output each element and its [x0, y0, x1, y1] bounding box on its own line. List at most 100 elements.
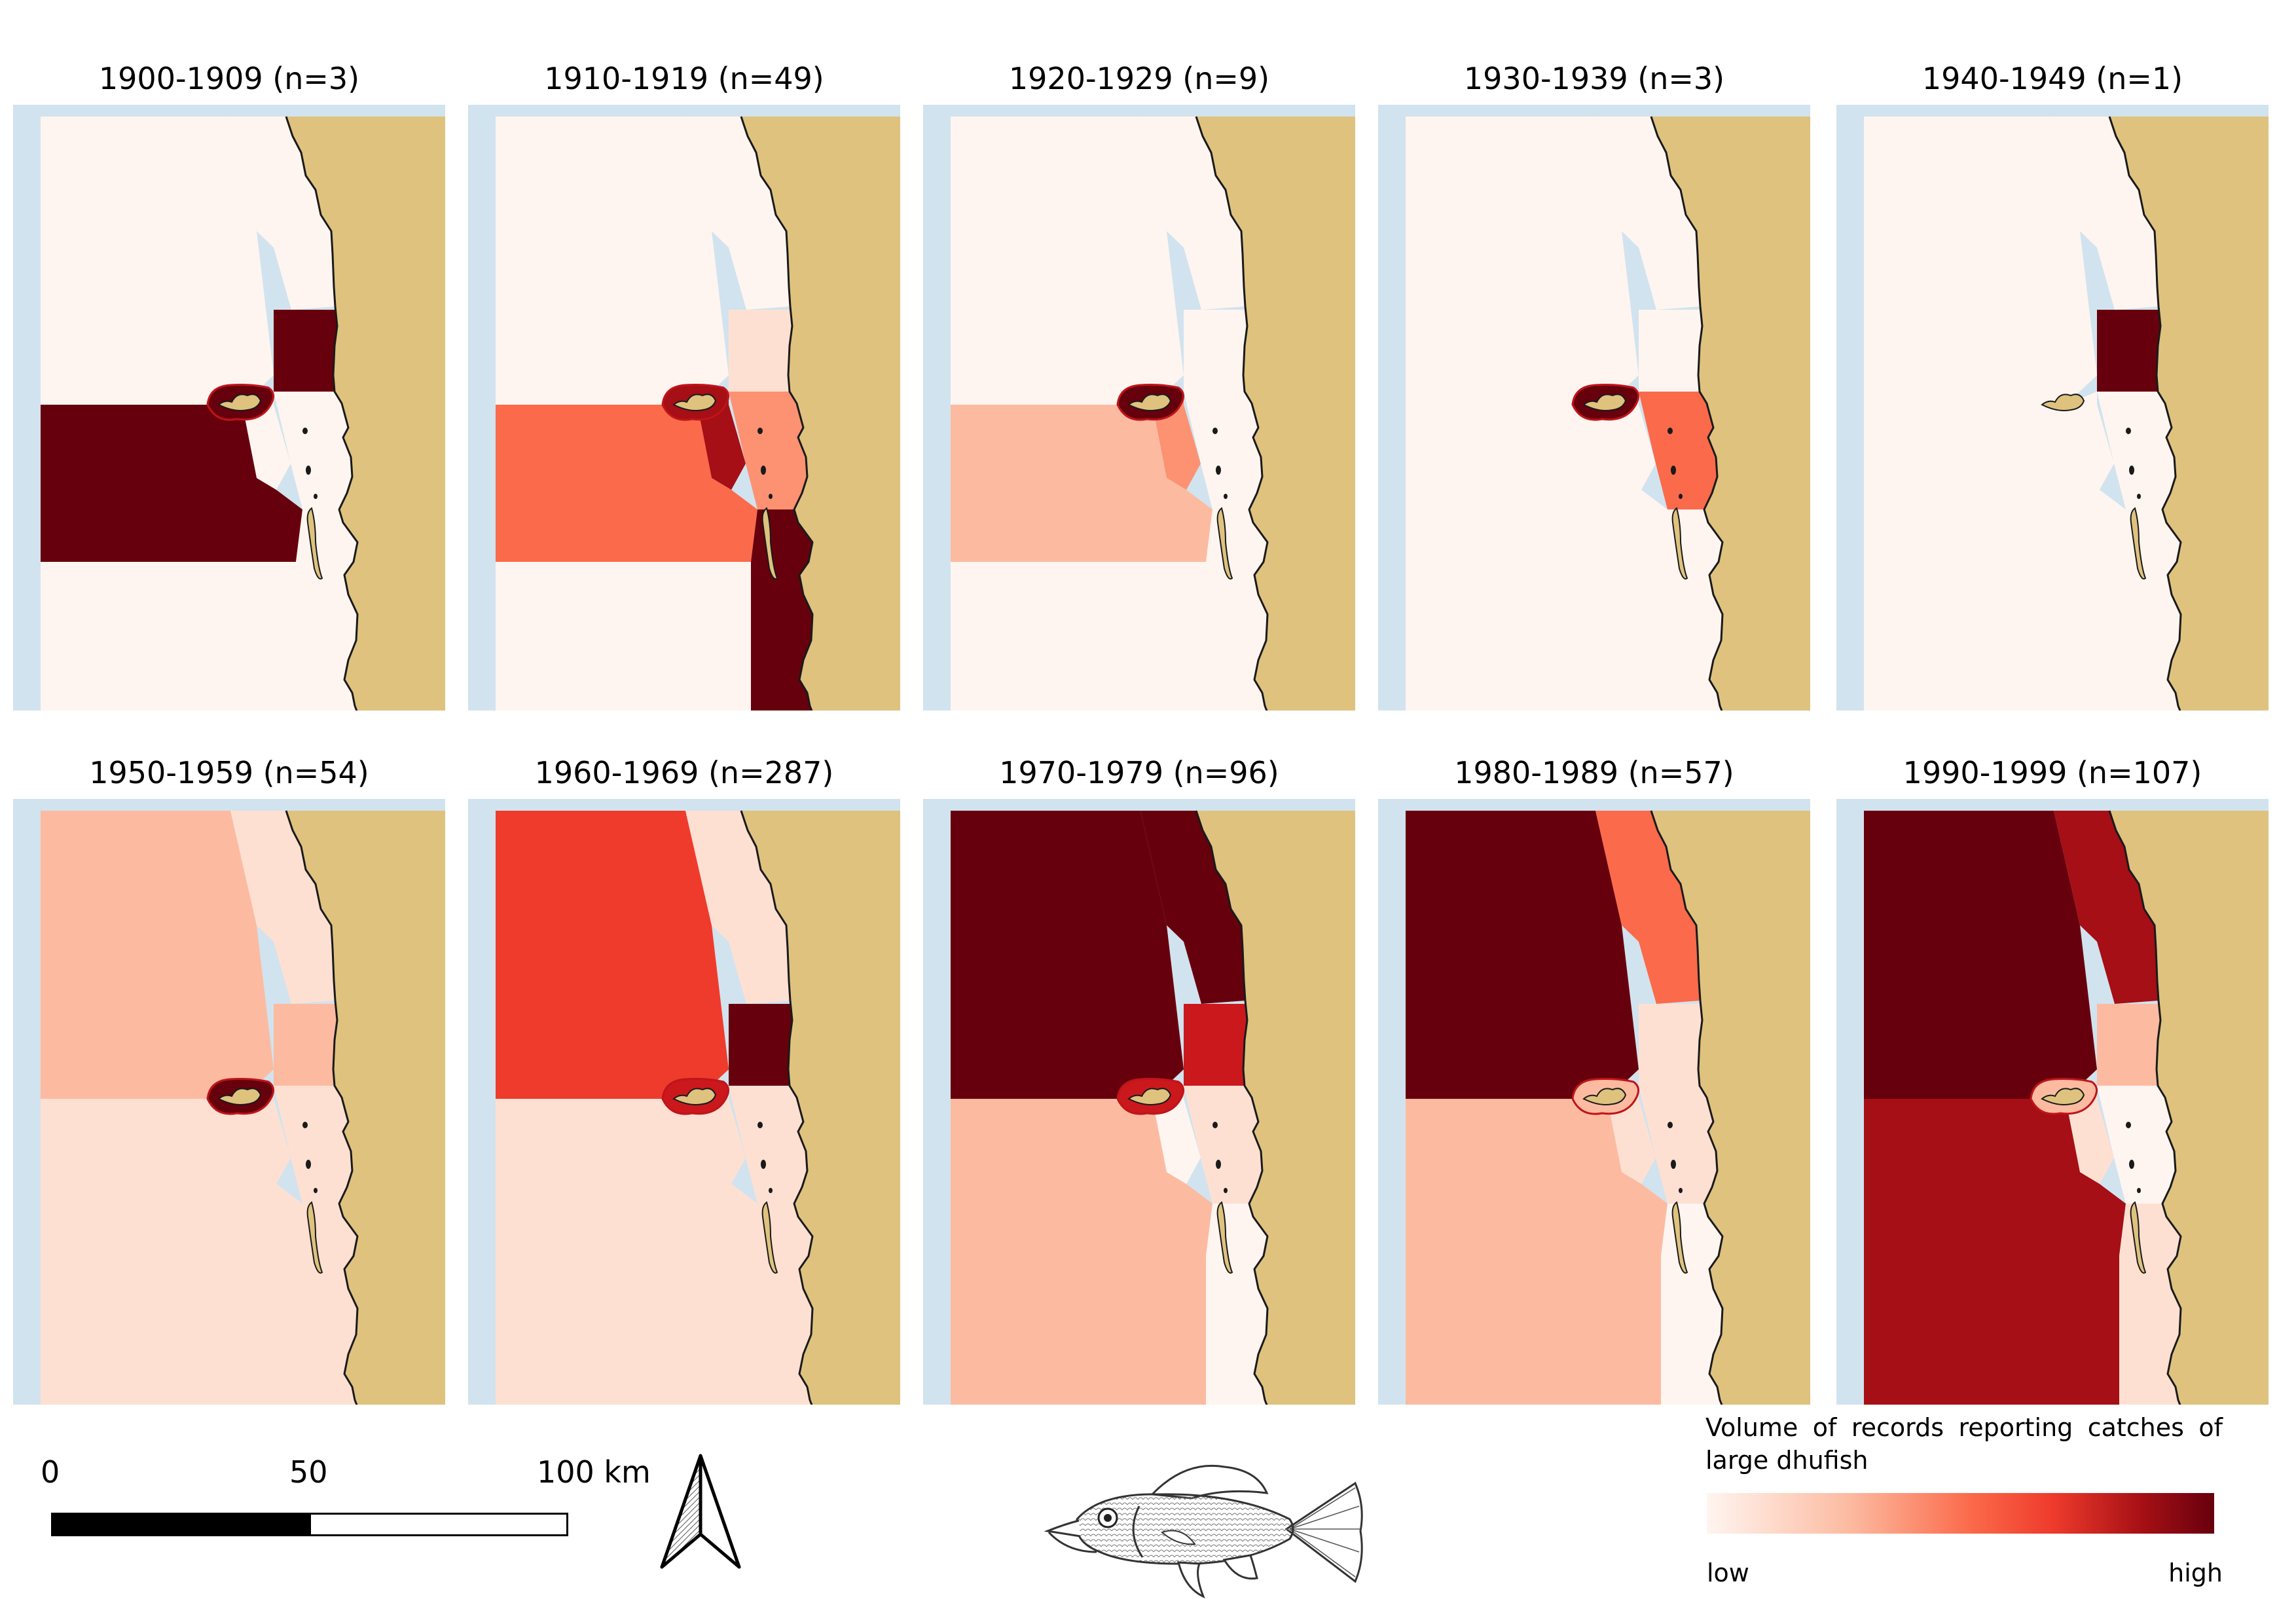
legend-gradient-bar	[1707, 1493, 2214, 1534]
coastline	[285, 116, 359, 710]
peninsula-island	[1671, 1201, 1688, 1274]
mainland	[1196, 117, 1355, 710]
region-south-coast	[296, 509, 357, 710]
island	[1127, 1088, 1172, 1105]
region-mid-west	[1406, 1099, 1667, 1256]
island	[672, 1088, 717, 1105]
mainland	[741, 811, 900, 1405]
region-mid-coast	[1639, 392, 1717, 509]
map-body	[496, 116, 900, 710]
panel-title: 1990-1999 (n=107)	[1903, 755, 2202, 790]
islet	[1216, 466, 1221, 475]
legend-title: Volume of records reporting catches of l…	[1705, 1413, 2223, 1475]
region-far-south	[1864, 1256, 2119, 1405]
region-mid-west	[1406, 405, 1667, 562]
region-mid-west	[951, 405, 1212, 562]
region-north-east	[729, 310, 792, 392]
region-far-south	[951, 562, 1206, 710]
choropleth-map	[923, 799, 1355, 1405]
region-mid-coast	[274, 1086, 352, 1204]
region-far-north	[496, 811, 729, 1099]
region-mid-west	[41, 1099, 302, 1256]
coastline	[1650, 116, 1724, 710]
island	[217, 1088, 262, 1105]
region-far-north	[496, 117, 729, 405]
region-far-south	[1864, 562, 2119, 710]
region-mid-coast	[2097, 1086, 2176, 1204]
islet	[1212, 428, 1218, 434]
coastline	[285, 810, 359, 1405]
mainland	[1651, 117, 1810, 710]
choropleth-map	[468, 105, 900, 710]
region-inshore-north	[2054, 117, 2159, 310]
region-north-east	[1639, 1004, 1702, 1086]
coastline	[740, 116, 814, 710]
region-inshore-north	[230, 117, 335, 310]
region-south-coast	[1661, 1204, 1722, 1405]
map-body	[951, 810, 1355, 1405]
choropleth-map	[1836, 105, 2269, 710]
north-arrow-icon	[660, 1454, 741, 1569]
region-inshore-north	[1140, 117, 1245, 310]
coastline	[2108, 810, 2182, 1405]
region-island-corridor	[2066, 392, 2114, 490]
choropleth-map	[13, 799, 445, 1405]
island	[1582, 394, 1627, 411]
island	[2041, 394, 2085, 411]
region-north-east	[274, 310, 337, 392]
peninsula-island	[306, 1201, 323, 1274]
scale-segment-black	[51, 1513, 311, 1536]
mainland	[741, 117, 900, 710]
region-far-south	[41, 1256, 296, 1405]
scale-label-50: 50	[289, 1454, 328, 1490]
mainland	[2109, 117, 2269, 710]
region-mid-west	[41, 405, 302, 562]
islet	[761, 1160, 766, 1169]
coastline	[1195, 116, 1269, 710]
choropleth-map	[1378, 105, 1810, 710]
peninsula-island	[2130, 507, 2147, 580]
choropleth-map	[1378, 799, 1810, 1405]
region-far-south	[951, 1256, 1206, 1405]
islet	[306, 466, 311, 475]
islet	[1667, 428, 1673, 434]
panel-title: 1920-1929 (n=9)	[1008, 61, 1270, 96]
map-body	[41, 810, 445, 1405]
map-body	[1864, 810, 2269, 1405]
islet	[2137, 494, 2141, 499]
islet	[1216, 1160, 1221, 1169]
region-mid-west	[496, 405, 757, 562]
island	[2041, 1088, 2085, 1105]
islet	[302, 428, 308, 434]
mainland	[1651, 811, 1810, 1405]
region-mid-west	[1864, 405, 2126, 562]
choropleth-map	[1836, 799, 2269, 1405]
region-south-coast	[1206, 1204, 1267, 1405]
islet	[1679, 494, 1683, 499]
islet	[1679, 1188, 1683, 1193]
choropleth-map	[468, 799, 900, 1405]
islet	[314, 1188, 318, 1193]
island	[672, 394, 717, 411]
region-mid-west	[1864, 1099, 2126, 1256]
mainland	[2109, 811, 2269, 1405]
panel-title: 1910-1919 (n=49)	[544, 61, 824, 96]
region-far-north	[41, 117, 274, 405]
region-far-south	[496, 562, 751, 710]
peninsula-island	[761, 1201, 778, 1274]
scale-segment-white	[309, 1513, 568, 1536]
region-inshore-north	[2054, 811, 2159, 1004]
islet	[769, 1188, 773, 1193]
region-north-east	[1639, 310, 1702, 392]
region-inshore-north	[230, 811, 335, 1004]
scale-bar: 0 50 100 km	[26, 1454, 651, 1552]
map-body	[951, 116, 1355, 710]
region-north-east	[2097, 1004, 2160, 1086]
region-inshore-north	[1140, 811, 1245, 1004]
map-body	[1406, 116, 1810, 710]
choropleth-map	[923, 105, 1355, 710]
panel-title: 1950-1959 (n=54)	[89, 755, 369, 790]
map-body	[1406, 810, 1810, 1405]
region-far-south	[41, 562, 296, 710]
islet	[757, 428, 763, 434]
